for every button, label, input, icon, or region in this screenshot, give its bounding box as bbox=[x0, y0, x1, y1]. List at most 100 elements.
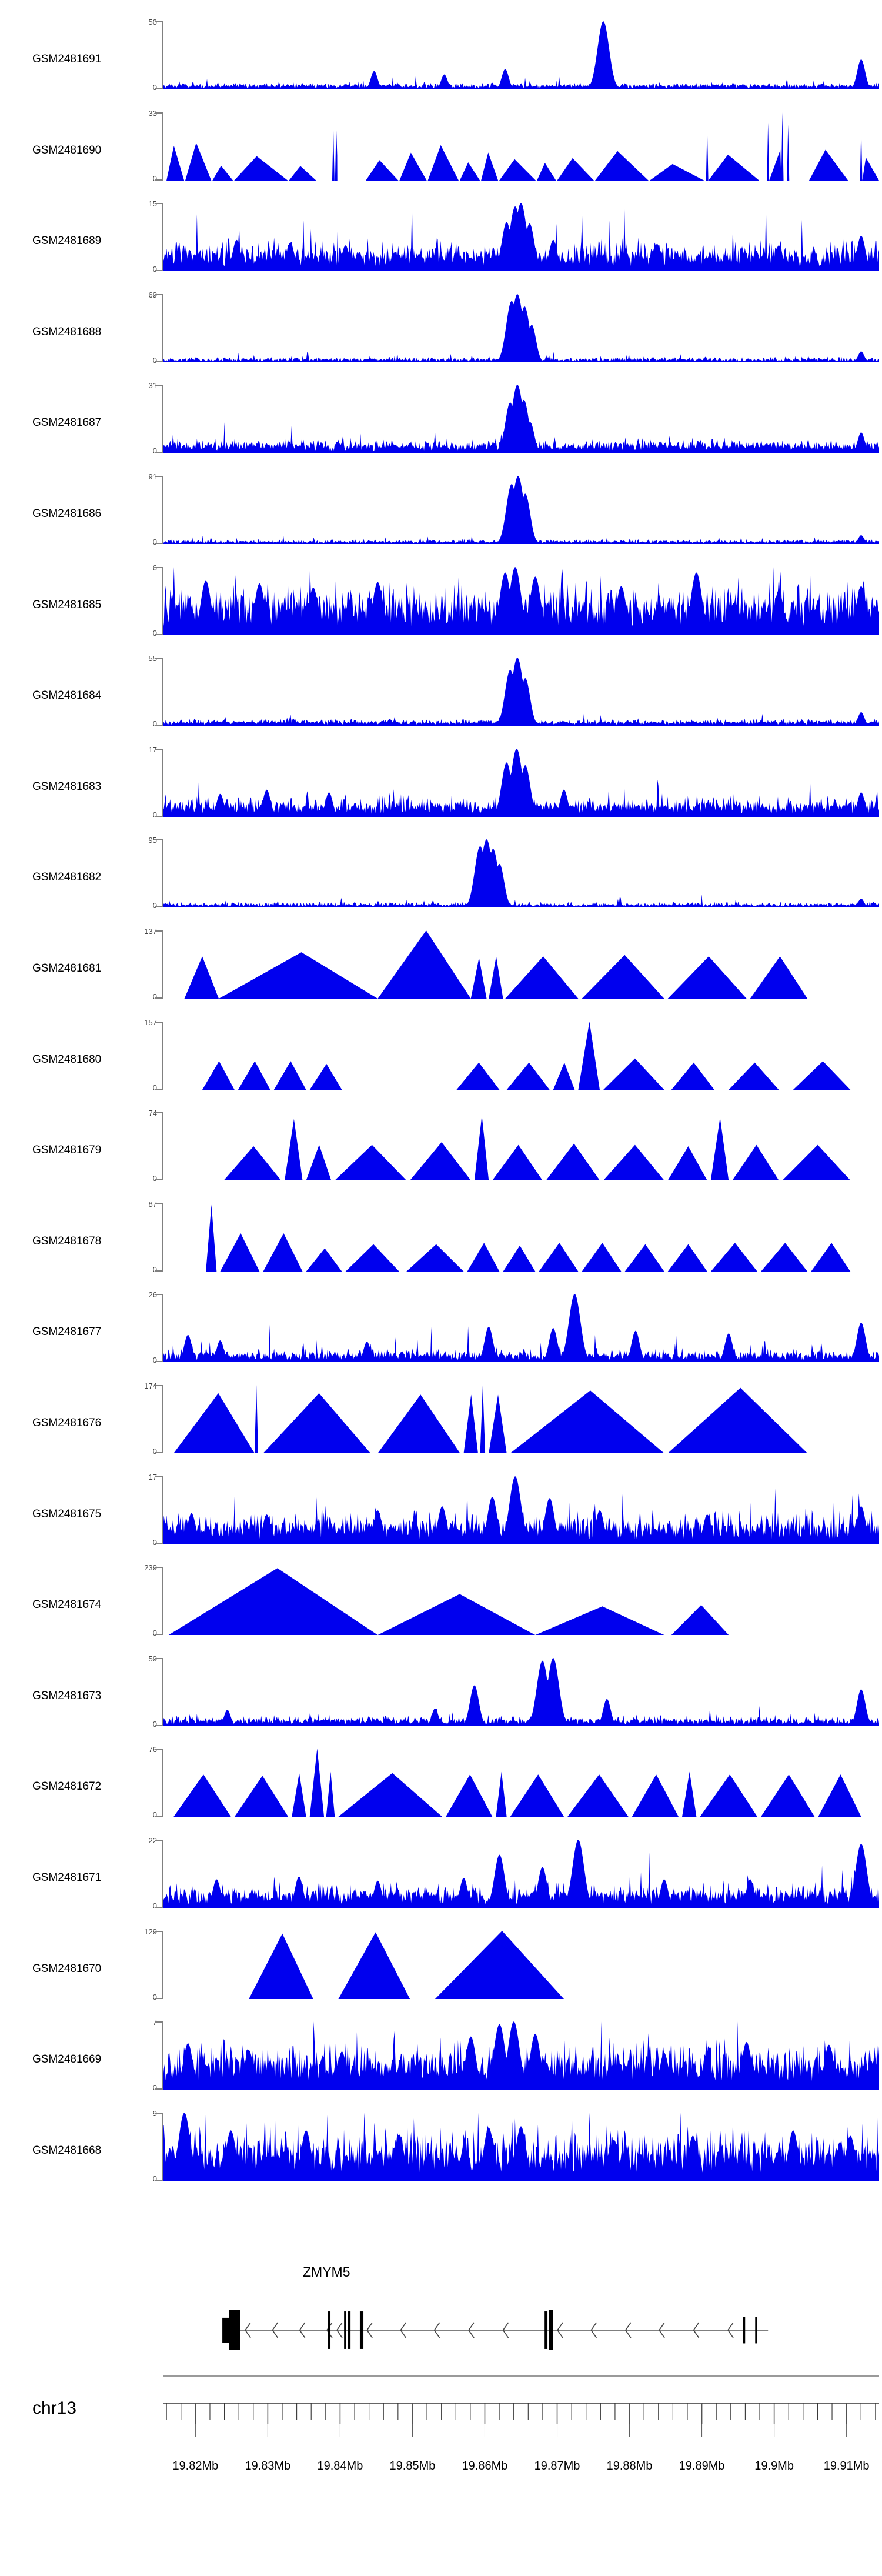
coverage-track[interactable]: GSM2481681 137 0 bbox=[0, 927, 882, 1007]
gene-structure[interactable] bbox=[163, 2281, 879, 2354]
y-axis-max-label: 55 bbox=[148, 654, 157, 663]
y-axis-tick-max bbox=[155, 1021, 163, 1023]
y-axis-tick-max bbox=[155, 930, 163, 932]
coverage-plot-gsm2481675[interactable] bbox=[163, 1476, 879, 1544]
track-label-gsm2481688: GSM2481688 bbox=[32, 325, 102, 338]
y-axis-min-label: 0 bbox=[152, 1174, 157, 1183]
coverage-track[interactable]: GSM2481680 157 0 bbox=[0, 1019, 882, 1098]
y-axis-tick-max bbox=[155, 658, 163, 659]
axis-ticks bbox=[163, 2402, 879, 2437]
coverage-track[interactable]: GSM2481683 17 0 bbox=[0, 746, 882, 825]
coverage-plot-gsm2481685[interactable] bbox=[163, 566, 879, 635]
y-axis-tick-min bbox=[155, 1724, 163, 1726]
coverage-track[interactable]: GSM2481690 33 0 bbox=[0, 109, 882, 189]
coverage-track[interactable]: GSM2481669 70 bbox=[0, 2018, 882, 2098]
y-axis-tick-min bbox=[155, 1452, 163, 1453]
y-axis-max-label: 17 bbox=[148, 1472, 157, 1481]
coverage-plot-gsm2481672[interactable] bbox=[163, 1749, 879, 1817]
axis-tick-label: 19.89Mb bbox=[679, 2460, 725, 2472]
coverage-plot-gsm2481680[interactable] bbox=[163, 1021, 879, 1090]
track-y-axis: 91 0 bbox=[138, 473, 163, 546]
y-axis-min-label: 0 bbox=[152, 173, 157, 183]
track-y-axis: 22 0 bbox=[138, 1837, 163, 1910]
y-axis-line bbox=[162, 1930, 163, 1999]
coverage-plot-gsm2481691[interactable] bbox=[163, 21, 879, 89]
coverage-track[interactable]: GSM2481684 55 0 bbox=[0, 654, 882, 734]
coverage-track[interactable]: GSM2481668 90 bbox=[0, 2110, 882, 2189]
y-axis-tick-min bbox=[155, 725, 163, 726]
coverage-track[interactable]: GSM2481670 129 0 bbox=[0, 1928, 882, 2007]
coverage-plot-gsm2481688[interactable] bbox=[163, 294, 879, 362]
coverage-plot-gsm2481689[interactable] bbox=[163, 203, 879, 272]
coverage-track[interactable]: GSM2481685 60 bbox=[0, 564, 882, 643]
y-axis-max-label: 59 bbox=[148, 1654, 157, 1663]
coverage-plot-gsm2481687[interactable] bbox=[163, 385, 879, 453]
coverage-plot-gsm2481670[interactable] bbox=[163, 1930, 879, 1999]
track-y-axis: 26 0 bbox=[138, 1291, 163, 1365]
track-label-gsm2481680: GSM2481680 bbox=[32, 1053, 102, 1066]
y-axis-min-label: 0 bbox=[152, 1356, 157, 1365]
track-label-gsm2481678: GSM2481678 bbox=[32, 1234, 102, 1247]
coverage-track[interactable]: GSM2481677 26 0 bbox=[0, 1291, 882, 1370]
coverage-track[interactable]: GSM2481688 69 0 bbox=[0, 291, 882, 371]
coverage-track[interactable]: GSM2481691 50 0 bbox=[0, 18, 882, 98]
track-y-axis: 55 0 bbox=[138, 654, 163, 729]
y-axis-tick-min bbox=[155, 2179, 163, 2181]
y-axis-tick-max bbox=[155, 203, 163, 205]
track-y-axis: 17 0 bbox=[138, 746, 163, 819]
y-axis-line bbox=[162, 1021, 163, 1090]
coverage-track[interactable]: GSM2481687 31 0 bbox=[0, 381, 882, 461]
coverage-plot-gsm2481683[interactable] bbox=[163, 748, 879, 817]
y-axis-tick-min bbox=[155, 452, 163, 453]
coverage-plot-gsm2481682[interactable] bbox=[163, 839, 879, 908]
track-label-gsm2481679: GSM2481679 bbox=[32, 1144, 102, 1157]
track-y-axis: 70 bbox=[138, 2018, 163, 2091]
y-axis-line bbox=[162, 293, 163, 362]
coverage-plot-gsm2481684[interactable] bbox=[163, 658, 879, 726]
axis-tick-label: 19.91Mb bbox=[823, 2460, 870, 2472]
coverage-track[interactable]: GSM2481686 91 0 bbox=[0, 473, 882, 552]
coverage-plot-gsm2481668[interactable] bbox=[163, 2112, 879, 2181]
coverage-track[interactable]: GSM2481679 74 0 bbox=[0, 1109, 882, 1189]
track-label-gsm2481683: GSM2481683 bbox=[32, 780, 102, 793]
gene-model-track[interactable]: ZMYM5 bbox=[0, 2258, 882, 2361]
coverage-track[interactable]: GSM2481678 87 0 bbox=[0, 1200, 882, 1280]
axis-tick-label: 19.86Mb bbox=[462, 2460, 508, 2472]
y-axis-tick-max bbox=[155, 112, 163, 114]
coverage-track[interactable]: GSM2481675 17 0 bbox=[0, 1472, 882, 1553]
track-label-gsm2481676: GSM2481676 bbox=[32, 1417, 102, 1429]
track-y-axis: 174 0 bbox=[138, 1382, 163, 1455]
coverage-plot-gsm2481674[interactable] bbox=[163, 1567, 879, 1636]
coverage-plot-gsm2481671[interactable] bbox=[163, 1840, 879, 1908]
y-axis-line bbox=[162, 2021, 163, 2090]
coverage-track[interactable]: GSM2481676 174 0 bbox=[0, 1382, 882, 1461]
coverage-track[interactable]: GSM2481671 22 0 bbox=[0, 1837, 882, 1916]
y-axis-tick-max bbox=[155, 1385, 163, 1386]
coverage-plot-gsm2481678[interactable] bbox=[163, 1203, 879, 1272]
track-label-gsm2481673: GSM2481673 bbox=[32, 1689, 102, 1702]
coverage-plot-gsm2481676[interactable] bbox=[163, 1385, 879, 1453]
coverage-plot-gsm2481681[interactable] bbox=[163, 930, 879, 999]
coverage-plot-gsm2481673[interactable] bbox=[163, 1658, 879, 1726]
coverage-plot-gsm2481690[interactable] bbox=[163, 112, 879, 181]
y-axis-min-label: 0 bbox=[152, 265, 157, 274]
coverage-track[interactable]: GSM2481674 239 0 bbox=[0, 1564, 882, 1643]
y-axis-tick-min bbox=[155, 1270, 163, 1272]
coverage-track[interactable]: GSM2481673 59 0 bbox=[0, 1654, 882, 1734]
coverage-plot-gsm2481669[interactable] bbox=[163, 2021, 879, 2090]
coverage-track[interactable]: GSM2481689 15 0 bbox=[0, 200, 882, 279]
track-label-gsm2481672: GSM2481672 bbox=[32, 1780, 102, 1793]
y-axis-min-label: 0 bbox=[152, 719, 157, 729]
coverage-track[interactable]: GSM2481672 76 0 bbox=[0, 1746, 882, 1825]
coverage-plot-gsm2481677[interactable] bbox=[163, 1294, 879, 1363]
track-label-gsm2481669: GSM2481669 bbox=[32, 2053, 102, 2066]
coverage-track[interactable]: GSM2481682 95 0 bbox=[0, 836, 882, 916]
y-axis-max-label: 31 bbox=[148, 381, 157, 391]
y-axis-min-label: 0 bbox=[152, 1810, 157, 1820]
y-axis-tick-max bbox=[155, 1657, 163, 1659]
axis-tick-label: 19.88Mb bbox=[606, 2460, 653, 2472]
y-axis-tick-min bbox=[155, 1179, 163, 1181]
coverage-plot-gsm2481679[interactable] bbox=[163, 1112, 879, 1181]
coverage-plot-gsm2481686[interactable] bbox=[163, 476, 879, 544]
